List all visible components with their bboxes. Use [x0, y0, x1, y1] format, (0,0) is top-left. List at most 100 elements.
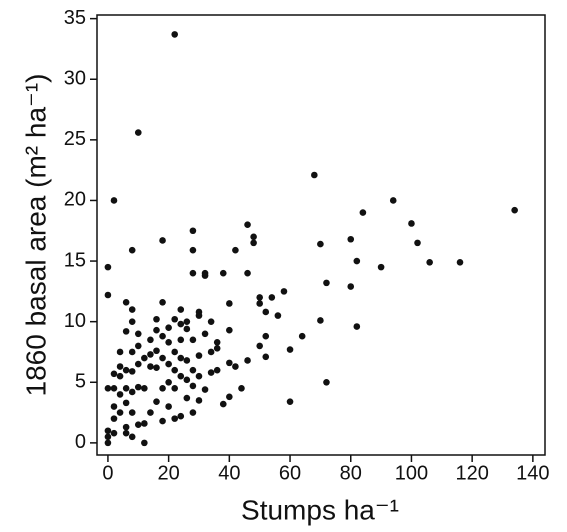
point	[244, 221, 251, 228]
point	[207, 318, 215, 325]
point	[262, 332, 270, 340]
y-tick-label: 35	[64, 7, 86, 29]
point	[159, 354, 166, 362]
point	[347, 283, 355, 290]
point	[177, 336, 185, 344]
point	[153, 326, 160, 334]
point	[147, 336, 154, 344]
point	[195, 397, 203, 404]
point	[116, 363, 124, 370]
point	[189, 336, 197, 344]
point	[141, 385, 148, 392]
point	[219, 400, 227, 408]
x-axis-label: Stumps ha⁻¹	[241, 494, 399, 525]
y-tick-label: 0	[75, 431, 86, 453]
point	[110, 197, 118, 204]
point	[134, 383, 142, 391]
point	[171, 415, 179, 422]
point	[408, 220, 415, 227]
plot-frame	[96, 14, 546, 456]
point	[183, 357, 191, 364]
point	[256, 300, 263, 307]
point	[226, 359, 233, 367]
point	[110, 403, 118, 410]
point	[128, 388, 136, 396]
point	[122, 429, 130, 437]
point	[213, 338, 221, 346]
point	[116, 391, 124, 398]
point	[189, 366, 197, 374]
point	[165, 338, 172, 346]
point	[201, 330, 209, 338]
point	[207, 369, 215, 376]
point	[511, 206, 518, 214]
point	[165, 360, 172, 368]
point	[177, 320, 185, 328]
point	[165, 324, 172, 332]
point	[104, 433, 112, 441]
point	[104, 291, 112, 299]
point	[104, 385, 112, 392]
point	[347, 235, 355, 243]
point	[165, 403, 172, 410]
point	[323, 378, 330, 386]
point	[414, 239, 421, 247]
point	[226, 300, 233, 307]
point	[141, 420, 148, 427]
x-tick-label: 60	[279, 462, 301, 484]
point	[134, 129, 142, 136]
point	[286, 398, 294, 405]
point	[250, 239, 257, 247]
point	[213, 345, 221, 352]
point	[122, 366, 130, 374]
point	[171, 366, 179, 374]
point	[189, 227, 197, 235]
point	[274, 312, 282, 319]
point	[110, 370, 118, 378]
point	[110, 415, 118, 422]
point	[183, 394, 191, 402]
point	[389, 197, 397, 204]
point	[159, 332, 166, 340]
point	[122, 399, 130, 407]
point	[256, 342, 263, 350]
y-tick-label: 15	[64, 249, 86, 271]
point	[104, 263, 112, 271]
point	[232, 246, 239, 254]
point	[195, 352, 203, 359]
point	[159, 298, 166, 306]
point	[153, 347, 160, 355]
point	[116, 409, 124, 416]
y-tick-label: 20	[64, 189, 86, 211]
point	[153, 398, 160, 405]
point	[456, 258, 464, 266]
y-axis-label: 1860 basal area (m² ha⁻¹)	[20, 74, 51, 397]
point	[147, 351, 154, 358]
point	[183, 325, 191, 333]
point	[110, 385, 118, 392]
point	[159, 237, 166, 244]
point	[171, 348, 179, 356]
point	[177, 372, 185, 380]
point	[189, 382, 197, 390]
point	[250, 233, 257, 241]
point	[317, 240, 324, 248]
point	[165, 378, 172, 386]
point	[177, 354, 185, 362]
point	[171, 31, 179, 38]
point	[128, 433, 136, 441]
point	[122, 298, 130, 306]
point	[244, 357, 251, 364]
y-tick-label: 25	[64, 128, 86, 150]
point	[323, 279, 330, 287]
point	[134, 421, 142, 428]
point	[226, 326, 233, 334]
point	[311, 171, 318, 179]
x-tick-label: 100	[395, 462, 428, 484]
x-tick-label: 80	[340, 462, 362, 484]
point	[104, 439, 112, 447]
point	[195, 372, 203, 380]
point	[280, 288, 288, 295]
point	[183, 376, 191, 384]
